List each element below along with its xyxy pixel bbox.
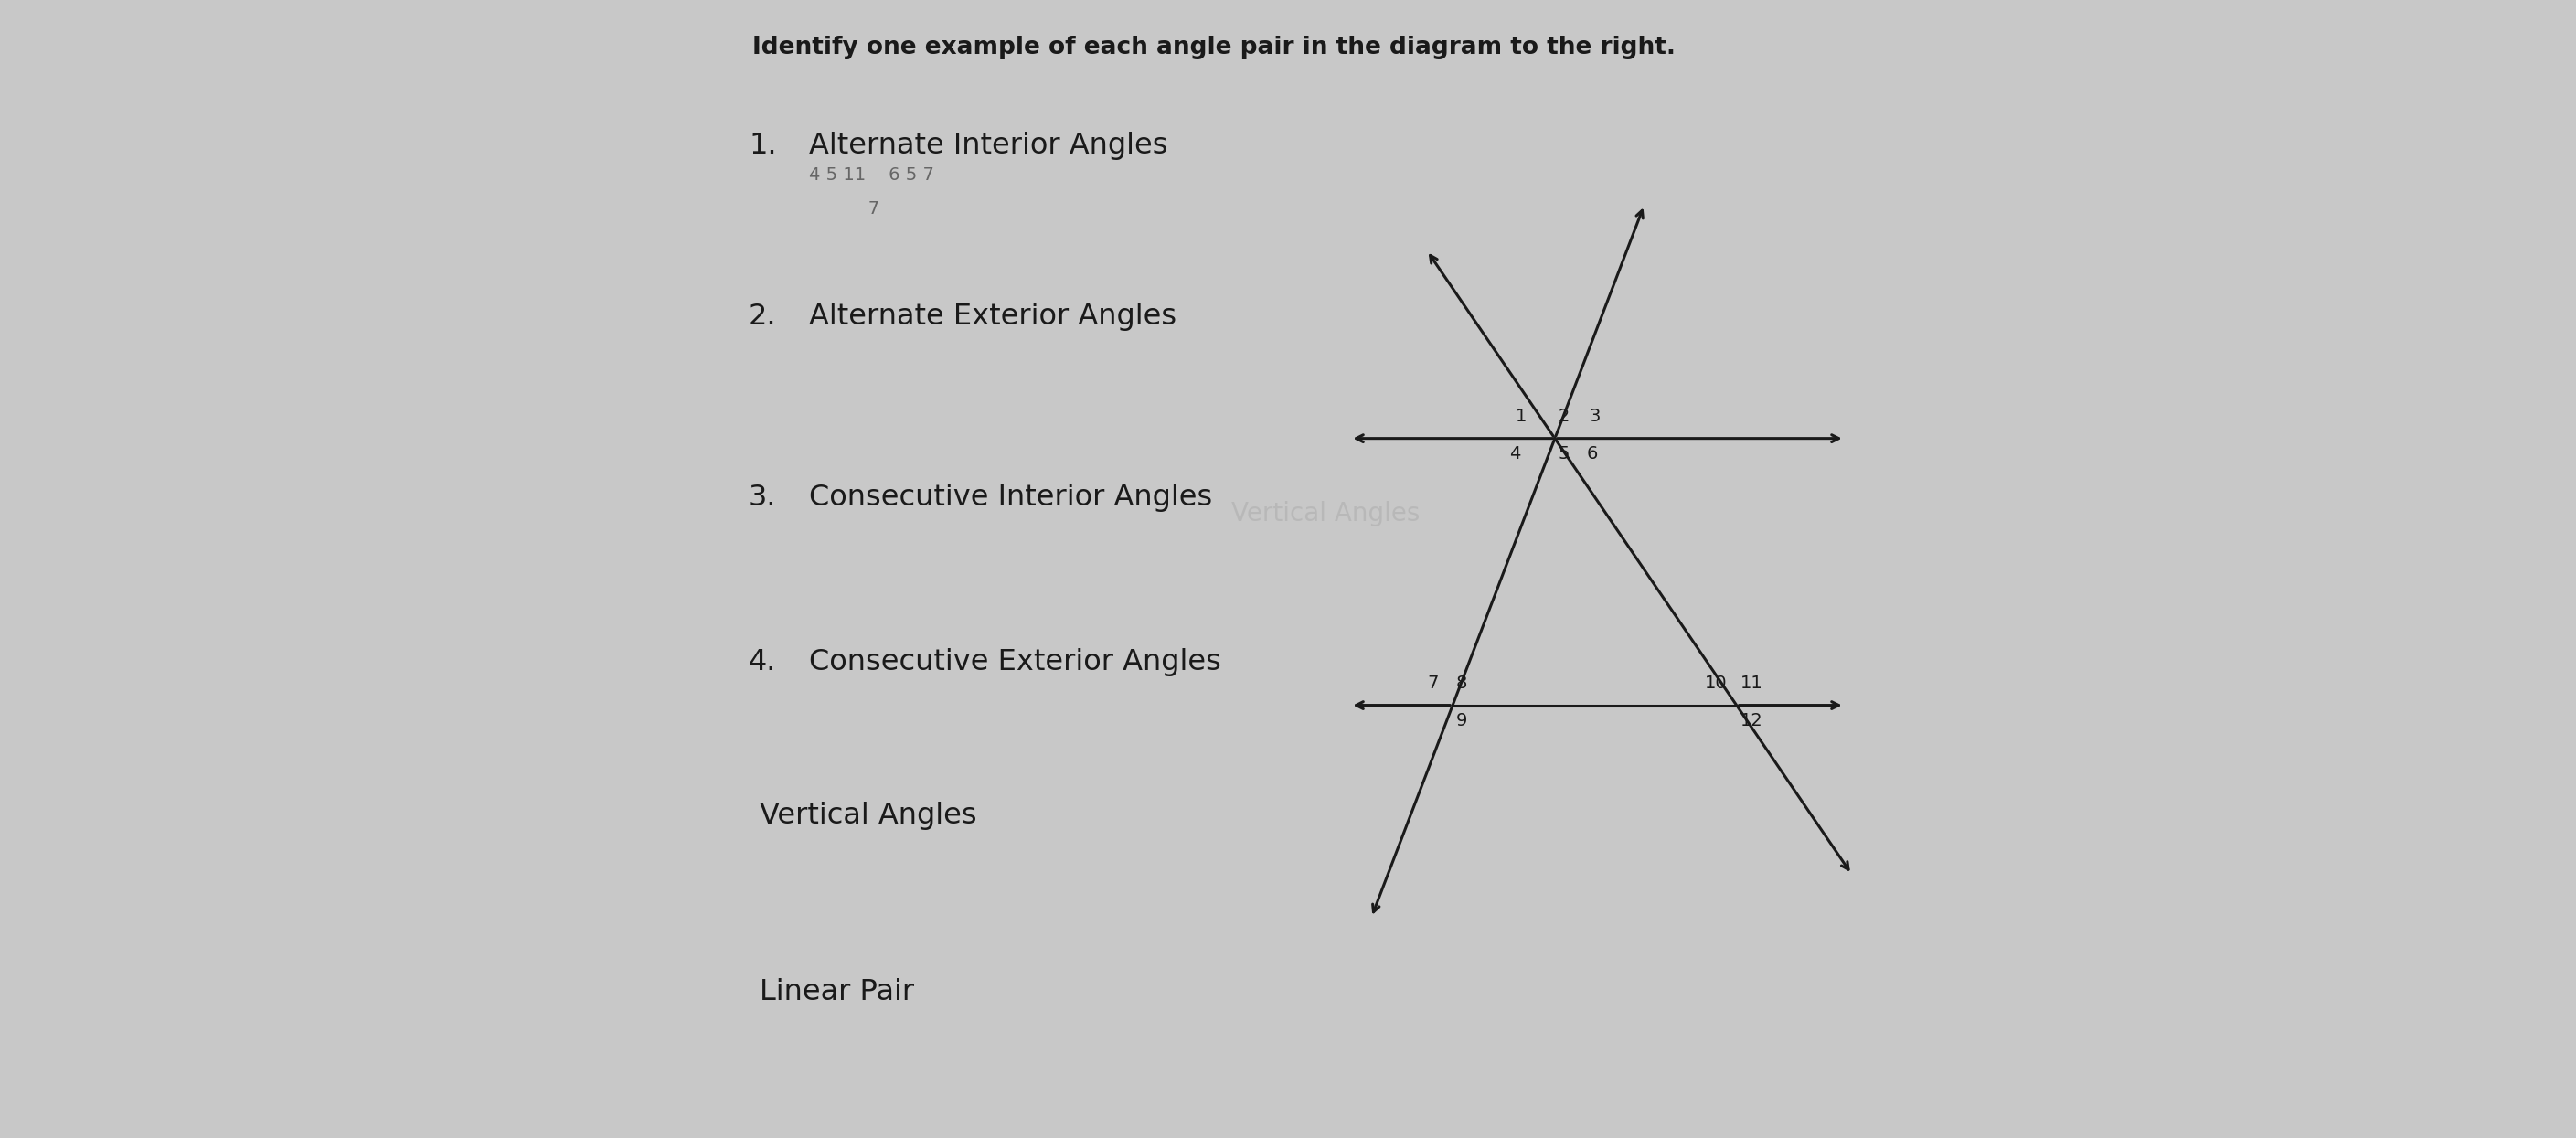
Text: Consecutive Exterior Angles: Consecutive Exterior Angles (809, 649, 1221, 677)
Text: 4: 4 (1510, 445, 1520, 463)
Text: 3: 3 (1589, 407, 1600, 424)
Text: 10: 10 (1705, 674, 1728, 692)
Text: Alternate Exterior Angles: Alternate Exterior Angles (809, 303, 1177, 330)
Text: 7: 7 (1427, 674, 1440, 692)
Text: Vertical Angles: Vertical Angles (1231, 501, 1419, 527)
Text: 7: 7 (827, 200, 878, 217)
Text: Alternate Interior Angles: Alternate Interior Angles (809, 132, 1167, 160)
Text: 2: 2 (1558, 407, 1569, 424)
Text: Consecutive Interior Angles: Consecutive Interior Angles (809, 484, 1213, 512)
Text: 1: 1 (1515, 407, 1528, 424)
Text: 4 5 11    6 5 7: 4 5 11 6 5 7 (809, 166, 935, 183)
Text: Identify one example of each angle pair in the diagram to the right.: Identify one example of each angle pair … (752, 35, 1674, 59)
Text: Vertical Angles: Vertical Angles (760, 802, 976, 830)
Text: 11: 11 (1739, 674, 1762, 692)
Text: 8: 8 (1455, 674, 1468, 692)
Text: Linear Pair: Linear Pair (760, 978, 914, 1006)
Text: 2.: 2. (750, 303, 775, 330)
Text: 12: 12 (1739, 712, 1762, 729)
Text: 3.: 3. (750, 484, 775, 512)
Text: 5: 5 (1558, 445, 1569, 463)
Text: 6: 6 (1587, 445, 1597, 463)
Text: 9: 9 (1455, 712, 1468, 729)
Text: 1.: 1. (750, 132, 775, 160)
Text: 4.: 4. (750, 649, 775, 677)
